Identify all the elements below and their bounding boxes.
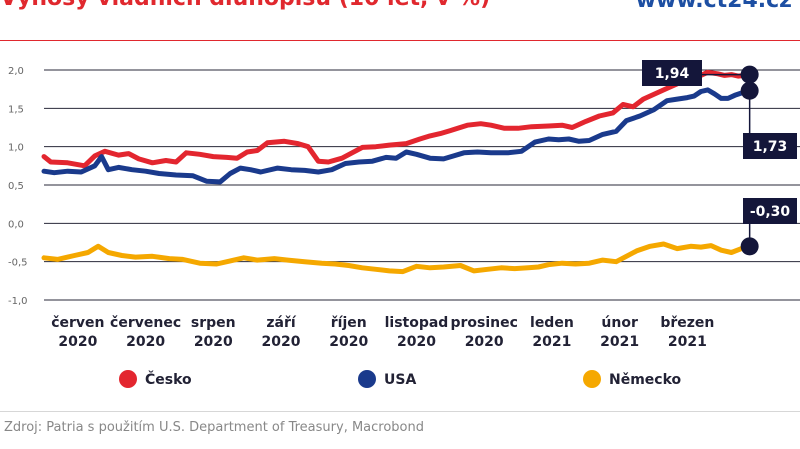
x-tick-month: únor (601, 315, 638, 331)
x-tick-month: srpen (191, 315, 236, 331)
x-tick-month: září (266, 315, 297, 331)
x-tick-month: prosinec (450, 315, 517, 331)
y-tick-label: 1,0 (8, 143, 24, 154)
legend-swatch (358, 370, 376, 388)
y-tick-label: 2,0 (8, 66, 24, 77)
x-tick-month: listopad (385, 315, 449, 331)
brand-link[interactable]: www.ct24.cz (635, 0, 792, 13)
callout-value: 1,73 (753, 139, 788, 155)
legend-label: Německo (609, 372, 682, 388)
callout-value: 1,94 (655, 66, 690, 82)
x-tick-year: 2020 (465, 334, 504, 350)
series-end-marker (740, 65, 759, 84)
legend-swatch (583, 370, 601, 388)
x-tick-year: 2020 (329, 334, 368, 350)
x-tick-year: 2020 (194, 334, 233, 350)
x-tick-year: 2020 (262, 334, 301, 350)
x-tick-year: 2021 (532, 334, 571, 350)
source-note: Zdroj: Patria s použitím U.S. Department… (4, 420, 424, 435)
callout-badge (642, 60, 702, 86)
x-tick-year: 2020 (58, 334, 97, 350)
x-tick-year: 2020 (397, 334, 436, 350)
series-end-marker (740, 237, 759, 256)
callout-badge (743, 133, 797, 159)
end-callouts: 1,94 1,73 -0,30 (642, 60, 797, 256)
y-tick-label: 0,5 (8, 181, 24, 192)
y-tick-label: -0,5 (8, 258, 28, 269)
line-chart: 2,01,51,00,50,0-0,5-1,0 červen2020červen… (8, 60, 800, 388)
legend: Česko USA Německo (119, 370, 682, 388)
y-tick-label: -1,0 (8, 296, 28, 307)
series-line-Německo (41, 241, 753, 275)
y-tick-label: 0,0 (8, 219, 24, 230)
legend-label: USA (384, 372, 416, 388)
legend-swatch (119, 370, 137, 388)
series-line-Česko (41, 69, 753, 169)
x-tick-month: červen (51, 315, 104, 331)
series-line-USA (41, 87, 753, 185)
y-tick-label: 1,5 (8, 104, 24, 115)
y-axis-ticks: 2,0 1,5 1,0 0,5 0,0 -0,5 -1,0 (8, 66, 28, 307)
callout-value: -0,30 (750, 204, 791, 220)
x-tick-year: 2021 (668, 334, 707, 350)
x-tick-month: leden (530, 315, 574, 331)
x-axis-ticks: červen 2020 červenec 2020 srpen 2020 září 2020 ř… (51, 315, 714, 350)
x-tick-year: 2021 (600, 334, 639, 350)
footer-rule (0, 411, 800, 412)
chart-title: Výnosy vládních dluhopisů (10 let, v %) (0, 0, 490, 11)
series-end-marker (740, 81, 759, 100)
header-rule (0, 40, 800, 41)
series-lines (41, 69, 753, 275)
x-tick-month: březen (660, 315, 714, 331)
x-tick-month: červenec (110, 315, 181, 331)
legend-label: Česko (145, 370, 192, 388)
x-tick-year: 2020 (126, 334, 165, 350)
callout-badge (743, 198, 797, 224)
x-tick-month: říjen (331, 315, 367, 331)
